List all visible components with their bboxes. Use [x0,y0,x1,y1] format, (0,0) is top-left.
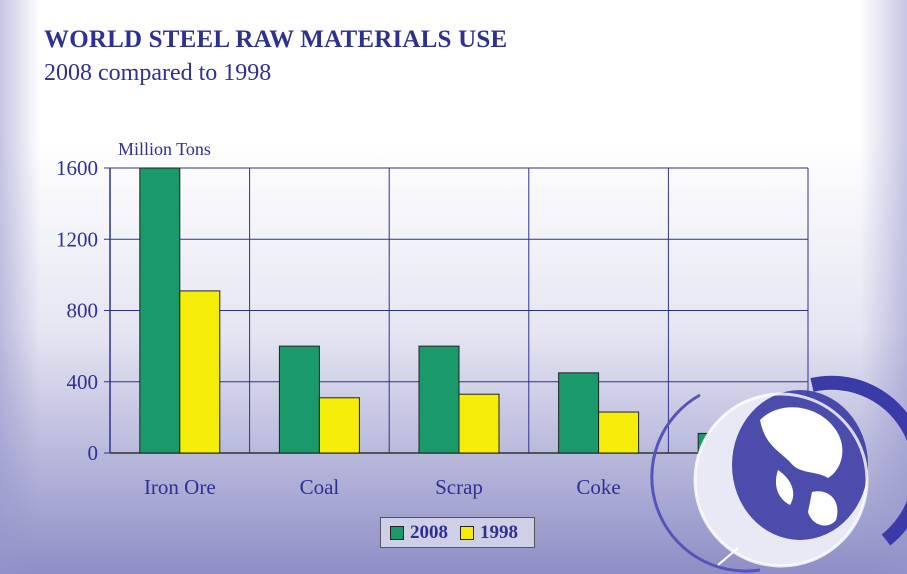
y-tick-label: 400 [67,370,99,394]
bar-1998-coal [319,398,359,453]
x-tick-label: Coke [576,475,620,499]
legend-label-1998: 1998 [480,522,518,544]
x-tick-label: Coal [300,475,340,499]
y-tick-label: 0 [88,441,99,465]
legend-label-2008: 2008 [410,522,448,544]
bar-2008-iron-ore [140,168,180,453]
chart-legend: 2008 1998 [380,517,535,548]
legend-swatch-2008 [390,526,404,540]
bar-2008-coke [559,373,599,453]
legend-item-1998: 1998 [460,522,518,544]
legend-swatch-1998 [460,526,474,540]
legend-item-2008: 2008 [390,522,448,544]
y-tick-label: 1600 [56,156,98,180]
bar-1998-scrap [459,394,499,453]
y-tick-label: 1200 [56,227,98,251]
y-tick-label: 800 [67,299,99,323]
globe-icon [652,383,907,571]
bar-2008-scrap [419,346,459,453]
x-tick-label: Scrap [435,475,483,499]
bar-2008-coal [279,346,319,453]
bar-1998-coke [599,412,639,453]
x-tick-label: Iron Ore [144,475,216,499]
y-axis-label: Million Tons [118,139,211,159]
bar-1998-iron-ore [180,291,220,453]
